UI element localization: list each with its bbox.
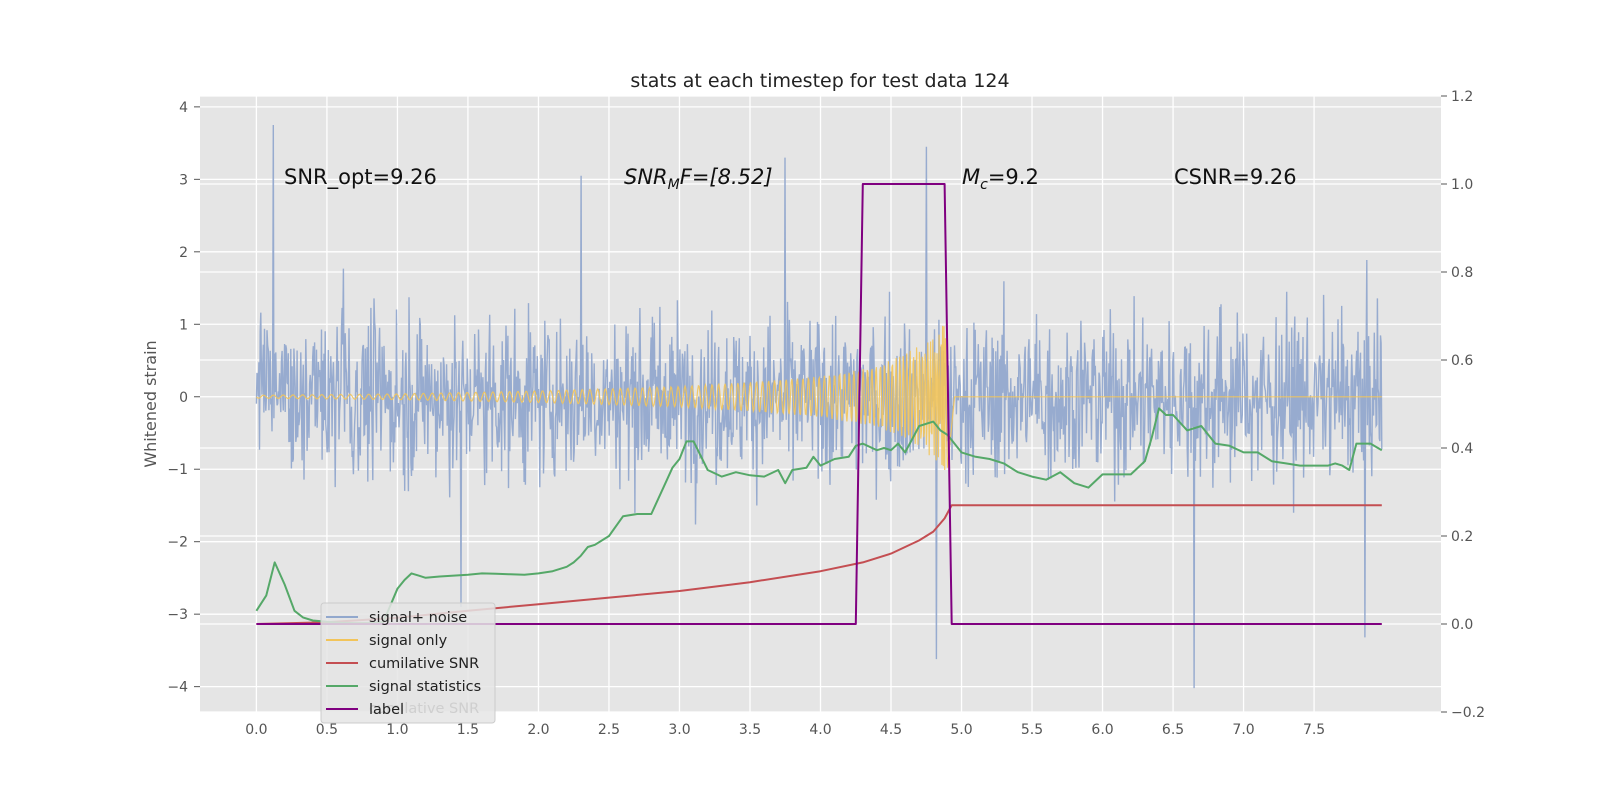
- annotation-snr-opt: SNR_opt=9.26: [284, 165, 437, 190]
- x-tick-label-8: 4.0: [809, 722, 831, 738]
- y-tick-label-5: −1: [167, 462, 188, 478]
- y-tick-label-0: 4: [179, 100, 188, 116]
- x-tick-label-9: 4.5: [880, 722, 902, 738]
- y2-tick-label-2: 0.8: [1451, 265, 1473, 281]
- annotation-snr-mf-subscript: M: [668, 177, 680, 193]
- series-signal-noise: [255, 124, 1383, 689]
- y2-tick-label-4: 0.4: [1451, 441, 1473, 457]
- legend-label-cumilative-snr: cumilative SNR: [369, 656, 479, 672]
- annotation-csnr: CSNR=9.26: [1174, 165, 1297, 189]
- legend: cumilative SNR signal+ noise signal only c…: [320, 602, 496, 724]
- legend-label-signal-only: signal only: [369, 633, 448, 649]
- x-tick-label-0: 0.0: [245, 722, 267, 738]
- x-tick-label-7: 3.5: [739, 722, 761, 738]
- series-signal-statistics: [255, 407, 1383, 625]
- x-tick-label-5: 2.5: [598, 722, 620, 738]
- y-tick-label-7: −3: [167, 607, 188, 623]
- series-label: [256, 183, 1382, 625]
- legend-ghost-text: cumilative SNR: [369, 701, 479, 717]
- y2-tick-label-7: −0.2: [1451, 705, 1485, 721]
- x-tick-label-13: 6.5: [1162, 722, 1184, 738]
- x-tick-label-6: 3.0: [668, 722, 690, 738]
- x-axis: 0.0 0.5 1.0 1.5 2.0 2.5 3.0 3.5 4.0 4.5 5.0 5.5 6.0 6…: [245, 722, 1325, 738]
- x-tick-label-3: 1.5: [457, 722, 479, 738]
- y-tick-label-2: 2: [179, 245, 188, 261]
- y2-tick-label-1: 1.0: [1451, 177, 1473, 193]
- x-tick-label-11: 5.5: [1021, 722, 1043, 738]
- y-tick-label-6: −2: [167, 535, 188, 551]
- x-tick-label-12: 6.0: [1091, 722, 1113, 738]
- annotation-mc: Mc=9.2: [962, 165, 1039, 193]
- y-axis-left: 4 3 2 1 0 −1 −2 −3 −4: [167, 100, 200, 696]
- y2-tick-label-3: 0.6: [1451, 353, 1473, 369]
- annotation-snr-mf-rest: F=[8.52]: [680, 165, 773, 189]
- x-tick-label-2: 1.0: [386, 722, 408, 738]
- y-axis-label: Whitened strain: [141, 340, 160, 467]
- y-tick-label-3: 1: [179, 317, 188, 333]
- x-tick-label-14: 7.0: [1232, 722, 1254, 738]
- x-tick-label-4: 2.0: [527, 722, 549, 738]
- x-tick-label-15: 7.5: [1303, 722, 1325, 738]
- legend-label-signal-noise: signal+ noise: [369, 610, 467, 626]
- y2-tick-label-0: 1.2: [1451, 89, 1473, 105]
- series-signal-only: [256, 325, 1382, 471]
- annotation-snr-mf-base: SNR: [624, 165, 668, 189]
- y2-tick-label-6: 0.0: [1451, 617, 1473, 633]
- annotation-snr-mf: SNRMF=[8.52]: [624, 165, 773, 193]
- x-tick-label-10: 5.0: [950, 722, 972, 738]
- annotation-mc-base: M: [962, 165, 980, 189]
- y-tick-label-1: 3: [179, 172, 188, 188]
- legend-label-label: label: [369, 702, 404, 718]
- legend-box: [320, 602, 496, 724]
- y-axis-right: 1.2 1.0 0.8 0.6 0.4 0.2 0.0 −0.2: [1441, 89, 1485, 721]
- annotation-mc-rest: =9.2: [988, 165, 1039, 189]
- x-tick-label-1: 0.5: [316, 722, 338, 738]
- annotation-mc-subscript: c: [980, 177, 988, 193]
- chart-title: stats at each timestep for test data 124: [630, 70, 1009, 92]
- y2-tick-label-5: 0.2: [1451, 529, 1473, 545]
- y-tick-label-4: 0: [179, 390, 188, 406]
- legend-label-signal-statistics: signal statistics: [369, 679, 481, 695]
- y-tick-label-8: −4: [167, 680, 188, 696]
